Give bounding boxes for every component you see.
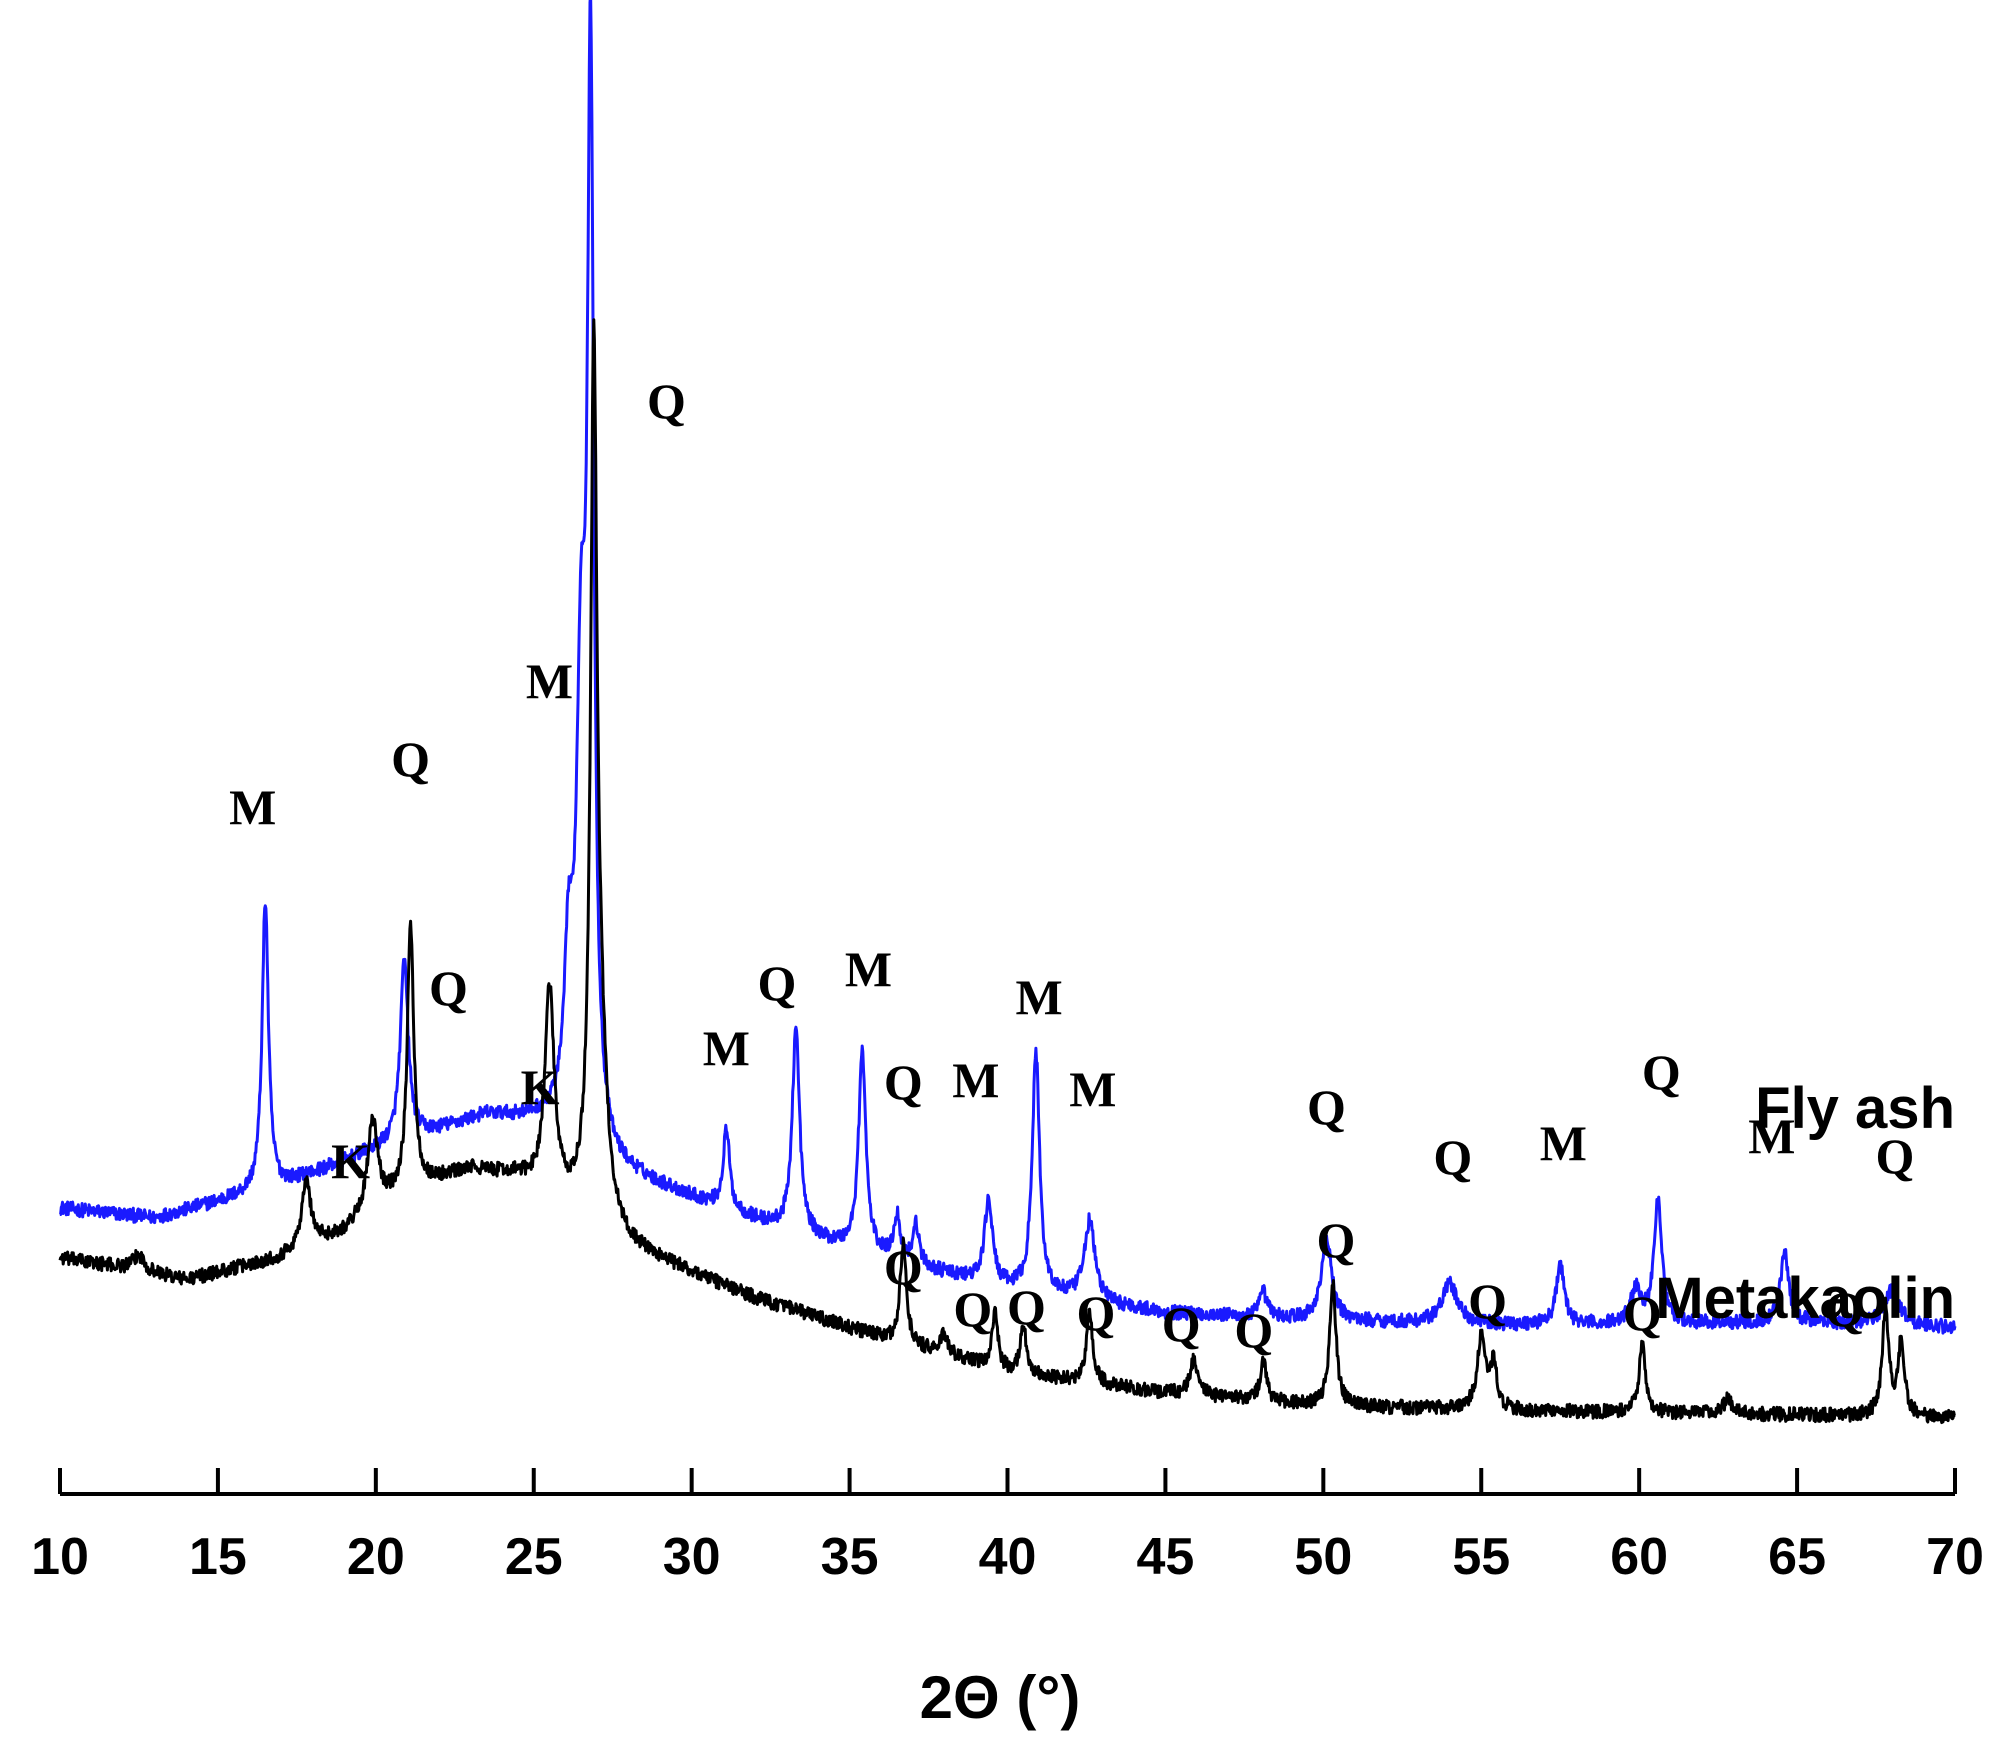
peak-label-m: M: [1069, 1061, 1116, 1117]
series-line-metakaolin: [58, 318, 1956, 1425]
peak-label-q: Q: [757, 955, 796, 1011]
peak-label-q: Q: [1825, 1281, 1864, 1337]
peak-label-q: Q: [429, 960, 468, 1016]
x-tick-label: 55: [1452, 1528, 1510, 1586]
peak-label-q: Q: [1076, 1285, 1115, 1341]
peak-label-q: Q: [884, 1239, 923, 1295]
x-tick-label: 40: [979, 1528, 1037, 1586]
x-tick-label: 20: [347, 1528, 405, 1586]
peak-label-q: Q: [391, 731, 430, 787]
peak-label-q: Q: [1876, 1128, 1915, 1184]
peak-label-q: Q: [884, 1054, 923, 1110]
peak-label-m: M: [1015, 969, 1062, 1025]
peak-label-q: Q: [1162, 1296, 1201, 1352]
x-tick-label: 60: [1610, 1528, 1668, 1586]
peak-label-q: Q: [1642, 1044, 1681, 1100]
peak-label-q: Q: [1007, 1279, 1046, 1335]
x-tick-label: 45: [1136, 1528, 1194, 1586]
x-tick-label: 50: [1294, 1528, 1352, 1586]
x-tick-label: 35: [821, 1528, 879, 1586]
peak-label-q: Q: [1623, 1285, 1662, 1341]
series-labels: Fly ash Metakaolin: [1655, 1076, 1955, 1331]
x-tick-label: 70: [1926, 1528, 1984, 1586]
x-axis-title: 2Θ (°): [920, 1664, 1081, 1731]
peak-label-q: Q: [647, 373, 686, 429]
x-tick-label: 15: [189, 1528, 247, 1586]
peak-label-q: Q: [1468, 1273, 1507, 1329]
peak-label-q: Q: [1433, 1129, 1472, 1185]
x-tick-label: 30: [663, 1528, 721, 1586]
x-tick-label: 10: [31, 1528, 89, 1586]
x-tick-label: 65: [1768, 1528, 1826, 1586]
peak-label-m: M: [229, 779, 276, 835]
peak-label-k: K: [521, 1059, 560, 1115]
peak-label-m: M: [703, 1020, 750, 1076]
series-label-fly-ash: Fly ash: [1755, 1076, 1955, 1141]
series-layer: [58, 0, 1957, 1425]
peak-label-m: M: [845, 941, 892, 997]
peak-label-q: Q: [953, 1281, 992, 1337]
x-tick-label: 25: [505, 1528, 563, 1586]
peak-label-k: K: [331, 1133, 370, 1189]
x-axis: 10 15 20 25 30 35 40 45 50 55 60 65 70: [31, 1468, 1984, 1586]
peak-label-q: Q: [1307, 1079, 1346, 1135]
series-label-metakaolin: Metakaolin: [1655, 1266, 1955, 1331]
peak-label-m: M: [1540, 1115, 1587, 1171]
peak-label-m: M: [952, 1052, 999, 1108]
peak-label-m: M: [526, 653, 573, 709]
peak-label-m: M: [1748, 1108, 1795, 1164]
peak-label-q: Q: [1317, 1212, 1356, 1268]
peak-label-q: Q: [1234, 1302, 1273, 1358]
